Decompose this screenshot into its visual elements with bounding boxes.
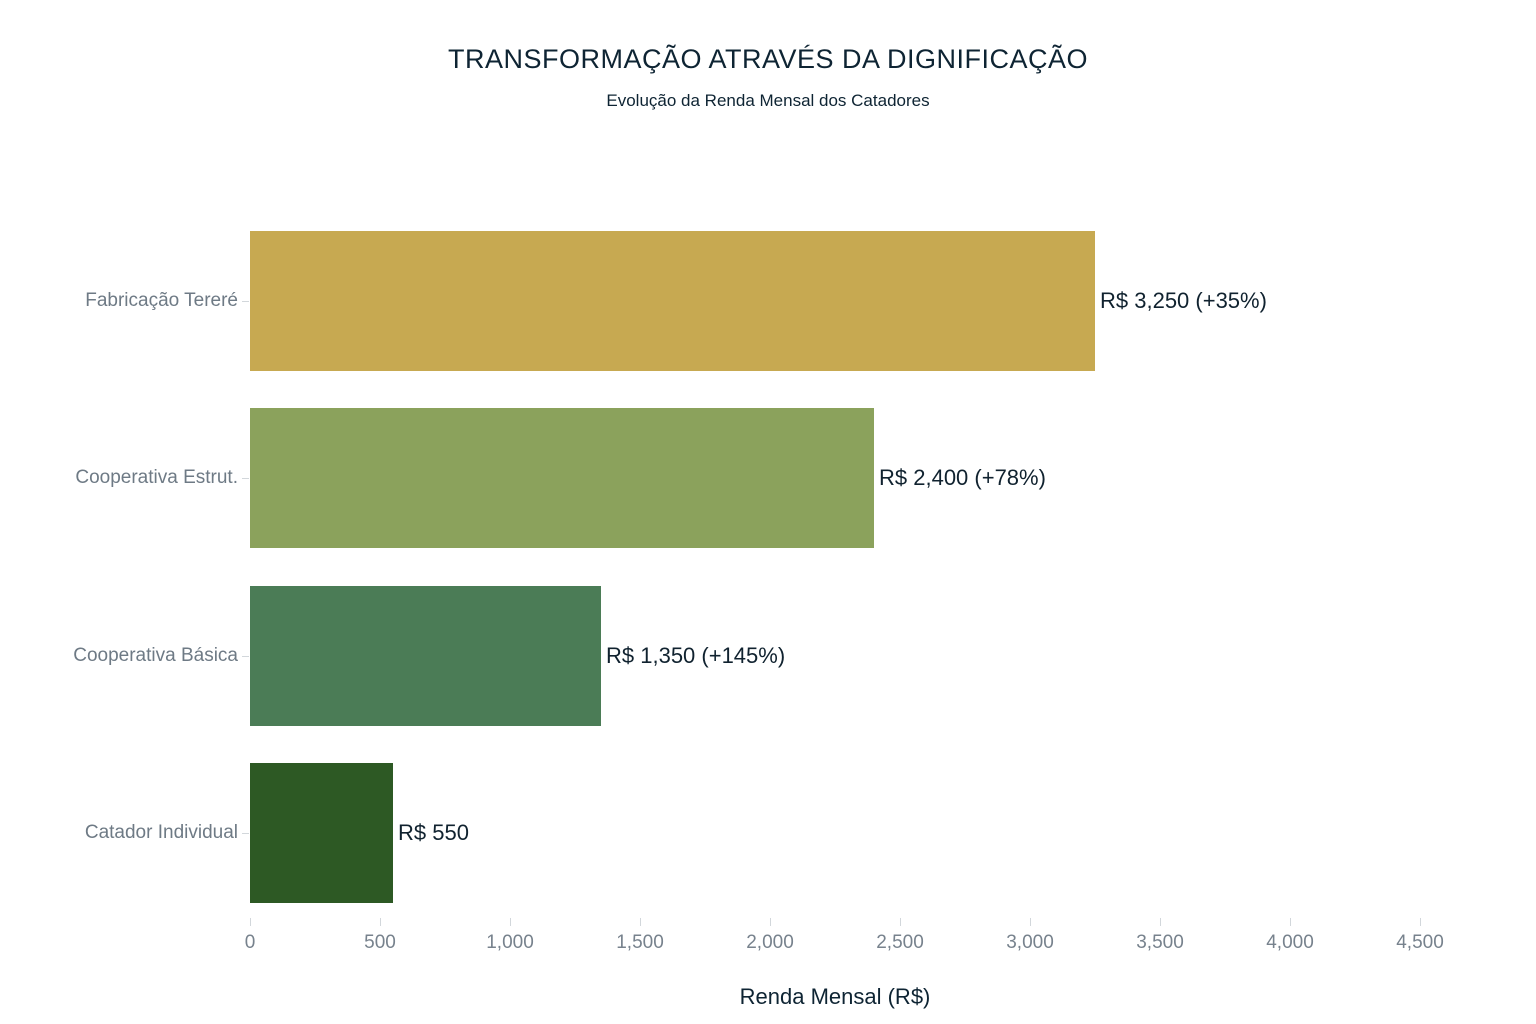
x-tick bbox=[510, 918, 511, 926]
x-tick-label: 4,500 bbox=[1396, 932, 1444, 953]
bar-value-label: R$ 1,350 (+145%) bbox=[606, 642, 786, 668]
category-label: Cooperativa Estrut. bbox=[75, 467, 238, 489]
chart-title: TRANSFORMAÇÃO ATRAVÉS DA DIGNIFICAÇÃO bbox=[447, 44, 1089, 74]
bar-row: R$ 550 bbox=[250, 762, 1420, 903]
x-tick-label: 3,500 bbox=[1136, 932, 1184, 953]
bar-value-label: R$ 2,400 (+78%) bbox=[879, 465, 1046, 491]
x-tick-label: 0 bbox=[244, 932, 256, 953]
y-tick bbox=[242, 478, 249, 480]
x-tick-label: 1,500 bbox=[616, 932, 664, 953]
x-tick bbox=[1290, 918, 1291, 926]
x-tick bbox=[770, 918, 771, 926]
bar-row: R$ 2,400 (+78%) bbox=[250, 408, 1420, 549]
x-tick bbox=[1030, 918, 1031, 926]
x-tick-label: 2,000 bbox=[746, 932, 794, 953]
x-axis-title: Renda Mensal (R$) bbox=[739, 984, 931, 1009]
y-tick bbox=[242, 301, 249, 302]
bar bbox=[250, 231, 1095, 371]
x-tick bbox=[1420, 918, 1421, 926]
x-tick bbox=[250, 918, 251, 926]
x-tick-label: 4,000 bbox=[1266, 932, 1314, 953]
category-label: Cooperativa Básica bbox=[73, 644, 238, 666]
category-label: Catador Individual bbox=[84, 821, 238, 843]
bar-value-label: R$ 3,250 (+35%) bbox=[1100, 288, 1267, 313]
bar-row: R$ 3,250 (+35%) bbox=[250, 231, 1420, 371]
x-tick-label: 1,000 bbox=[486, 932, 534, 953]
bar bbox=[250, 762, 393, 903]
bar bbox=[250, 585, 601, 726]
bar-value-label: R$ 550 bbox=[398, 819, 469, 845]
y-tick bbox=[242, 655, 249, 657]
bar bbox=[250, 408, 874, 549]
x-tick bbox=[1160, 918, 1161, 926]
chart-subtitle: Evolução da Renda Mensal dos Catadores bbox=[606, 91, 930, 110]
x-tick-label: 500 bbox=[364, 932, 396, 953]
x-tick bbox=[640, 918, 641, 926]
y-tick bbox=[242, 832, 249, 834]
x-tick-label: 3,000 bbox=[1006, 932, 1054, 953]
bar-row: R$ 1,350 (+145%) bbox=[250, 585, 1420, 726]
category-label: Fabricação Tereré bbox=[85, 290, 238, 311]
x-tick bbox=[380, 918, 381, 926]
x-tick bbox=[900, 918, 901, 926]
x-tick-label: 2,500 bbox=[876, 932, 924, 953]
